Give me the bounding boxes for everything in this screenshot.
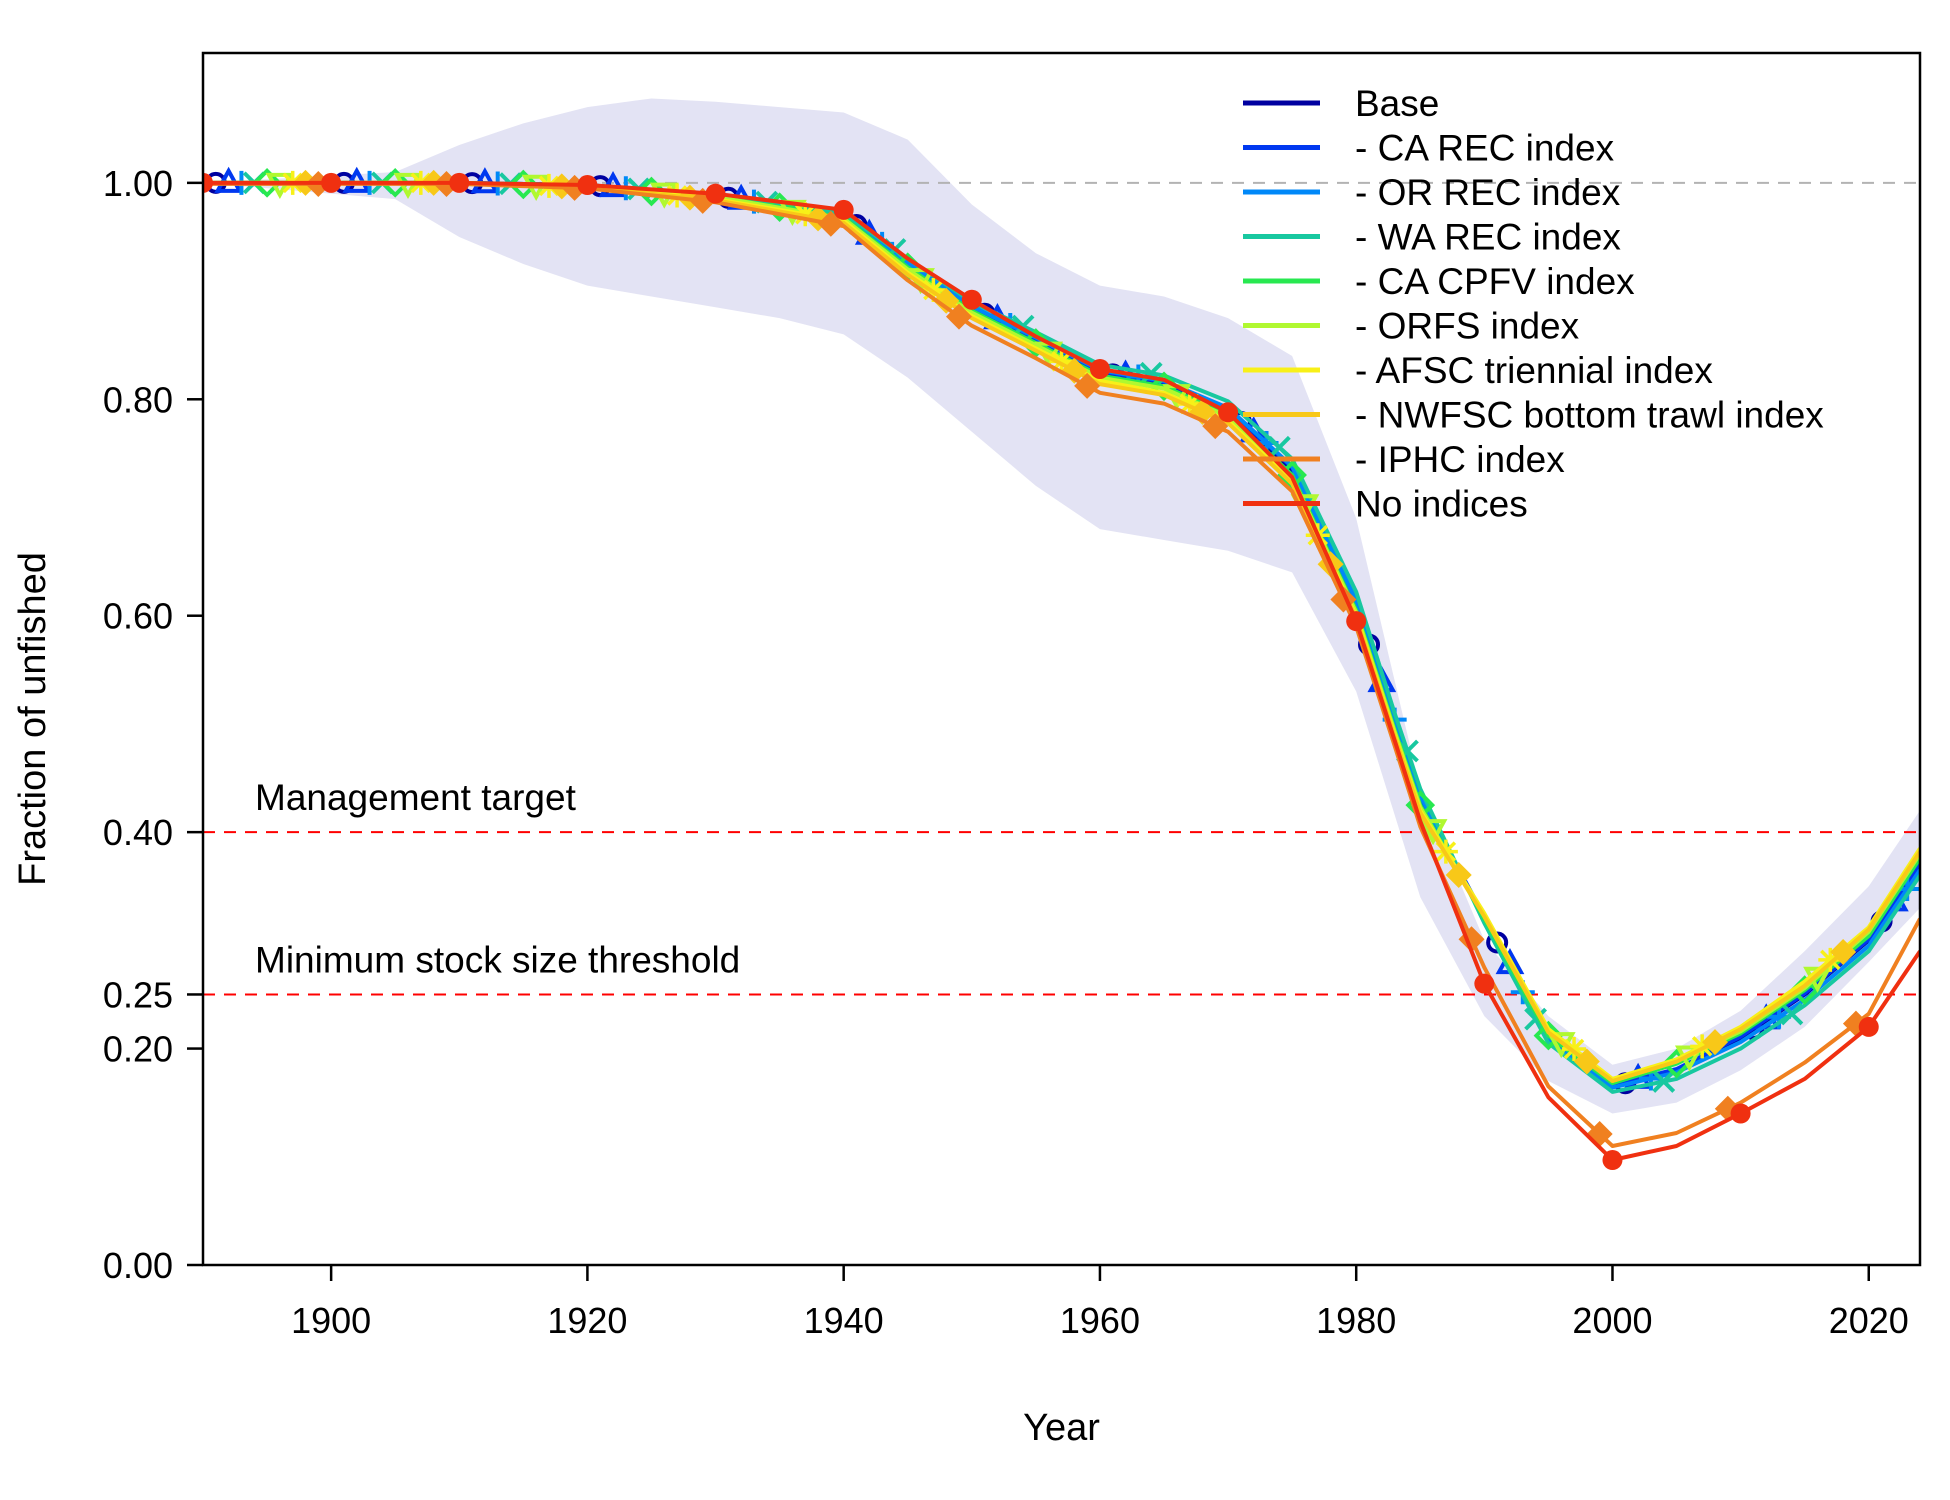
series-5-point bbox=[1418, 819, 1448, 846]
series-layer bbox=[203, 166, 1920, 1171]
x-tick-label: 1980 bbox=[1316, 1300, 1396, 1341]
legend-label-5: - ORFS index bbox=[1355, 306, 1580, 347]
series-9-point bbox=[321, 172, 342, 193]
x-tick-label: 1900 bbox=[291, 1300, 371, 1341]
y-tick-label: 0.60 bbox=[103, 596, 173, 637]
series-4-point bbox=[508, 169, 539, 200]
series-9-point bbox=[1474, 973, 1495, 994]
series-7-point bbox=[1701, 1029, 1728, 1056]
series-7-point bbox=[1573, 1048, 1600, 1075]
series-6-point bbox=[1049, 349, 1074, 374]
series-7-point bbox=[1830, 939, 1857, 966]
series-line-7 bbox=[203, 180, 1920, 1083]
series-9-point bbox=[1858, 1016, 1879, 1037]
legend-label-2: - OR REC index bbox=[1355, 172, 1621, 213]
series-7-point bbox=[933, 287, 960, 314]
series-9-point bbox=[961, 289, 982, 310]
y-tick-label: 0.40 bbox=[103, 812, 173, 853]
y-tick-label: 0.20 bbox=[103, 1029, 173, 1070]
reference-line-label-0: Management target bbox=[255, 777, 577, 818]
x-tick-label: 2020 bbox=[1829, 1300, 1909, 1341]
series-3-point bbox=[1652, 1070, 1676, 1093]
uncertainty-band-layer bbox=[203, 98, 1920, 1114]
series-9-point bbox=[1218, 402, 1239, 423]
legend-label-7: - NWFSC bottom trawl index bbox=[1355, 395, 1824, 436]
y-axis-title: Fraction of unfished bbox=[12, 552, 54, 886]
series-8-point bbox=[945, 303, 972, 330]
series-3-point bbox=[1780, 1002, 1804, 1026]
legend-label-6: - AFSC triennial index bbox=[1355, 350, 1713, 391]
series-9-point bbox=[1089, 358, 1110, 379]
x-tick-label: 1920 bbox=[547, 1300, 627, 1341]
reference-lines-layer: Management target Minimum stock size thre… bbox=[203, 181, 1920, 996]
series-7-point bbox=[1445, 861, 1472, 888]
series-9 bbox=[203, 172, 1920, 1171]
x-tick-label: 2000 bbox=[1572, 1300, 1652, 1341]
series-9-point bbox=[577, 175, 598, 196]
series-line-9 bbox=[203, 180, 1920, 1162]
x-tick-label: 1940 bbox=[804, 1300, 884, 1341]
series-9-point bbox=[1730, 1103, 1751, 1124]
x-tick-label: 1960 bbox=[1060, 1300, 1140, 1341]
series-line-8 bbox=[203, 181, 1920, 1148]
reference-line-label-1: Minimum stock size threshold bbox=[255, 939, 740, 980]
axes-layer: 1900 1920 1940 1960 1980 2000 2020 0.00 0.20 0.25… bbox=[12, 163, 1909, 1449]
uncertainty-band bbox=[203, 98, 1920, 1114]
series-9-point bbox=[203, 172, 213, 193]
series-4-point bbox=[380, 168, 411, 198]
legend-label-9: No indices bbox=[1355, 484, 1528, 525]
series-8-point bbox=[1074, 372, 1101, 399]
legend: Base- CA REC index- OR REC index- WA REC… bbox=[1243, 83, 1824, 525]
series-9-point bbox=[1346, 611, 1367, 632]
series-9-point bbox=[449, 172, 470, 193]
series-9-point bbox=[705, 183, 726, 204]
legend-label-8: - IPHC index bbox=[1355, 439, 1565, 480]
series-4-point bbox=[252, 168, 282, 198]
series-6-point bbox=[1177, 392, 1202, 417]
legend-label-3: - WA REC index bbox=[1355, 217, 1621, 258]
plot-frame-layer bbox=[201, 51, 1922, 1267]
y-tick-label: 0.80 bbox=[103, 379, 173, 420]
series-9-point bbox=[833, 199, 854, 220]
series-4-point bbox=[1533, 1020, 1564, 1051]
series-9-point bbox=[1602, 1150, 1623, 1171]
series-6-point bbox=[1562, 1037, 1587, 1061]
legend-label-1: - CA REC index bbox=[1355, 128, 1615, 169]
legend-label-0: Base bbox=[1355, 83, 1439, 124]
legend-label-4: - CA CPFV index bbox=[1355, 261, 1635, 302]
series-6-point bbox=[1818, 947, 1843, 972]
y-tick-label: 0.25 bbox=[103, 974, 173, 1015]
y-tick-label: 1.00 bbox=[103, 163, 173, 204]
x-axis-title: Year bbox=[1023, 1407, 1100, 1449]
y-tick-label: 0.00 bbox=[103, 1245, 173, 1286]
plot-border bbox=[201, 51, 1922, 1267]
